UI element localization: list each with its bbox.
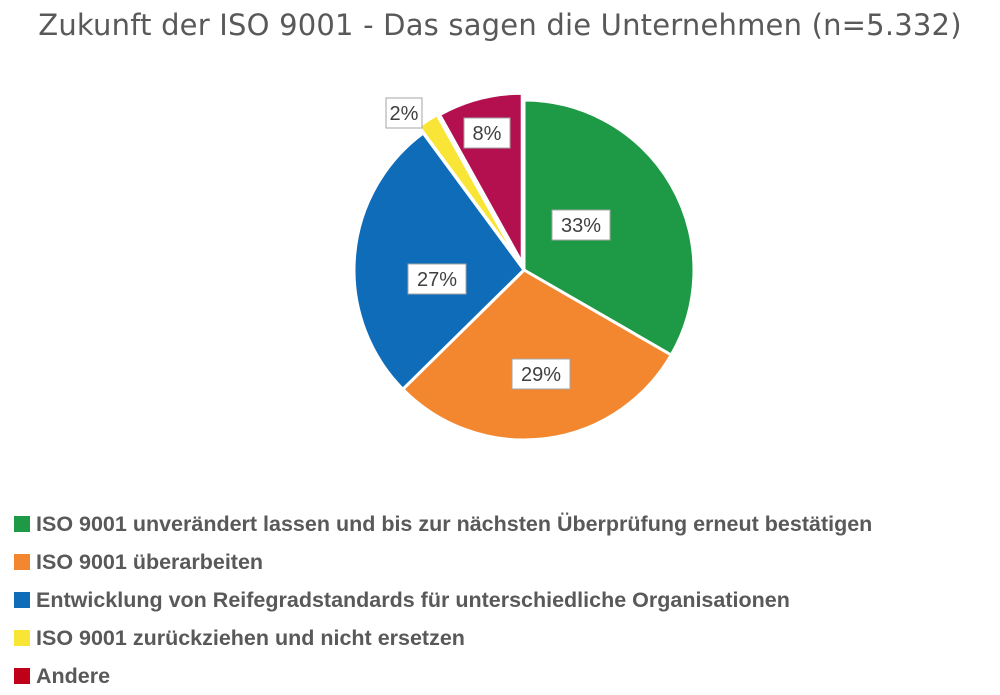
data-label-1: 29% <box>511 358 571 390</box>
pie-slice-1 <box>401 268 673 442</box>
legend-swatch-3 <box>14 630 30 646</box>
data-label-box-3 <box>385 97 423 129</box>
legend-swatch-0 <box>14 516 30 532</box>
legend-item-3: ISO 9001 zurückziehen und nicht ersetzen <box>14 619 994 657</box>
data-label-text-1: 29% <box>521 364 561 386</box>
legend-label-0: ISO 9001 unverändert lassen und bis zur … <box>36 511 873 536</box>
legend-label-4: Andere <box>36 663 111 688</box>
legend-swatch-4 <box>14 668 30 684</box>
legend-item-4: Andere <box>14 657 994 695</box>
data-label-text-0: 33% <box>561 215 601 237</box>
data-label-3: 2% <box>385 97 423 129</box>
data-label-box-2 <box>407 263 467 295</box>
legend-item-0: ISO 9001 unverändert lassen und bis zur … <box>14 505 994 543</box>
data-label-text-2: 27% <box>417 269 457 291</box>
legend-label-1: ISO 9001 überarbeiten <box>36 549 264 574</box>
data-label-text-4: 8% <box>473 123 502 145</box>
data-label-text-3: 2% <box>390 103 419 125</box>
legend-swatch-2 <box>14 592 30 608</box>
legend-item-2: Entwicklung von Reifegradstandards für u… <box>14 581 994 619</box>
data-label-box-4 <box>463 117 511 149</box>
data-label-0: 33% <box>551 209 611 241</box>
data-label-box-0 <box>551 209 611 241</box>
data-label-4: 8% <box>463 117 511 149</box>
legend-item-1: ISO 9001 überarbeiten <box>14 543 994 581</box>
pie-data-labels: 33% 29% 27% 2% 8% <box>385 97 611 390</box>
data-label-box-1 <box>511 358 571 390</box>
pie-chart: 33% 29% 27% 2% 8% <box>352 91 696 442</box>
pie-slice-2 <box>352 131 526 391</box>
legend-label-3: ISO 9001 zurückziehen und nicht ersetzen <box>36 625 465 650</box>
data-label-2: 27% <box>407 263 467 295</box>
legend-label-2: Entwicklung von Reifegradstandards für u… <box>36 587 790 612</box>
chart-legend: ISO 9001 unverändert lassen und bis zur … <box>14 505 994 695</box>
legend-swatch-1 <box>14 554 30 570</box>
chart-title: Zukunft der ISO 9001 - Das sagen die Unt… <box>38 8 962 42</box>
